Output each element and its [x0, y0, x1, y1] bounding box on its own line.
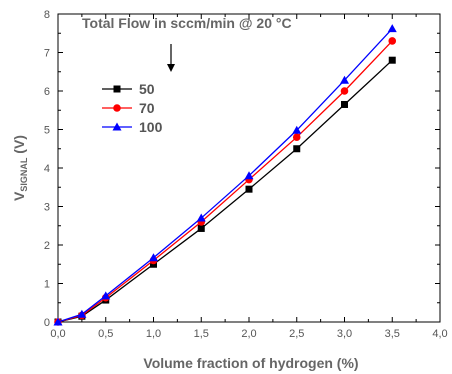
x-tick-label: 2,0 — [241, 328, 256, 340]
legend-item-50: 50 — [102, 81, 155, 97]
y-axis-title-sub: SIGNAL — [19, 157, 29, 192]
annotation-arrow — [167, 44, 175, 72]
y-axis-title: VSIGNAL (V) — [11, 135, 29, 201]
chart-annotation: Total Flow in sccm/min @ 20 °C — [82, 15, 292, 31]
x-tick-label: 2,5 — [289, 328, 304, 340]
legend: 50 70 100 — [102, 81, 163, 135]
legend-label: 100 — [139, 119, 163, 135]
data-point — [101, 291, 111, 300]
data-point — [77, 309, 87, 318]
x-axis-title: Volume fraction of hydrogen (%) — [143, 355, 358, 371]
y-tick-label: 6 — [44, 86, 50, 98]
y-tick-label: 5 — [44, 125, 50, 137]
series-line — [57, 28, 393, 323]
data-point — [149, 253, 158, 262]
x-tick-label: 0,0 — [50, 328, 65, 340]
series-line — [57, 59, 393, 323]
legend-marker — [112, 122, 122, 131]
y-tick-label: 0 — [44, 317, 50, 329]
data-point — [244, 171, 254, 180]
data-point — [197, 224, 205, 232]
legend-label: 50 — [139, 81, 155, 97]
y-tick-label: 2 — [44, 240, 50, 252]
y-axis-title-main: V — [11, 191, 27, 201]
x-tick-label: 1,0 — [146, 328, 161, 340]
data-point — [292, 133, 301, 141]
data-point — [340, 75, 349, 84]
legend-marker — [113, 104, 121, 112]
y-tick-label: 3 — [44, 202, 50, 214]
x-tick-label: 0,5 — [98, 328, 113, 340]
data-point — [341, 100, 348, 108]
data-point — [245, 185, 253, 193]
series-50 — [54, 56, 396, 326]
legend-marker — [113, 85, 121, 93]
data-point — [388, 56, 396, 64]
data-point — [150, 260, 157, 268]
data-point — [387, 24, 397, 33]
legend-item-100: 100 — [102, 119, 163, 135]
x-tick-label: 3,5 — [385, 328, 400, 340]
x-tick-label: 4,0 — [432, 328, 447, 340]
y-tick-label: 7 — [44, 48, 50, 60]
data-point — [340, 87, 349, 95]
axes: 0,0 0,5 1,0 1,5 2,0 2,5 3,0 3,5 4,0 0 1 2 3 4 5 6 7 8 — [44, 9, 448, 340]
data-point — [293, 145, 301, 153]
data-point — [292, 125, 302, 134]
legend-label: 70 — [139, 100, 155, 116]
series-100 — [53, 24, 397, 326]
x-tick-label: 1,5 — [194, 328, 209, 340]
y-tick-label: 8 — [44, 9, 50, 21]
y-tick-label: 1 — [44, 279, 50, 291]
y-axis-title-unit: (V) — [11, 135, 27, 158]
x-tick-label: 3,0 — [337, 328, 352, 340]
data-point — [388, 37, 397, 45]
data-point — [53, 317, 63, 326]
series-layer — [53, 24, 397, 326]
legend-item-70: 70 — [102, 100, 155, 116]
plot-frame — [57, 13, 441, 323]
data-point — [196, 213, 206, 222]
y-tick-label: 4 — [44, 163, 50, 175]
